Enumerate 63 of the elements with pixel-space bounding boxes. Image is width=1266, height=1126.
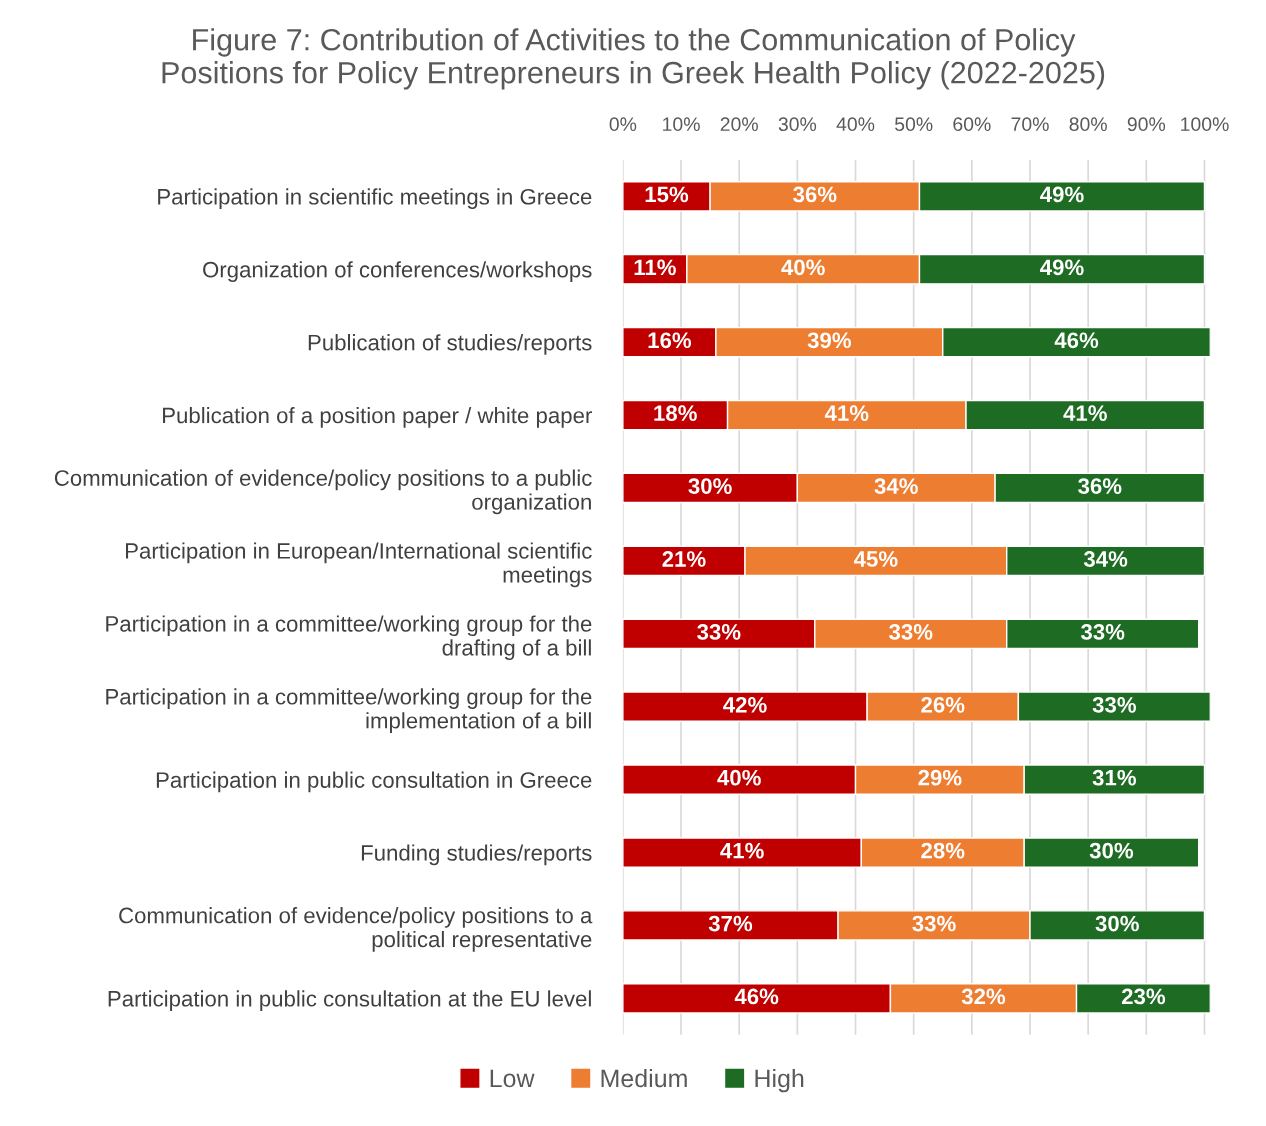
x-tick-label: 80% (1069, 117, 1107, 132)
data-label: 16% (648, 332, 692, 349)
data-label: 23% (1121, 988, 1166, 1005)
x-tick-label: 30% (778, 117, 817, 132)
data-label: 45% (853, 551, 898, 567)
x-tick-label: 50% (895, 117, 933, 132)
legend-label: Low (490, 1069, 535, 1088)
data-label: 40% (781, 259, 825, 276)
x-tick-label: 60% (953, 117, 991, 132)
data-label: 32% (961, 988, 1006, 1005)
x-tick-label: 70% (1011, 117, 1049, 132)
x-tick-label: 100% (1181, 117, 1229, 132)
y-tick-label: Participation in a committee/working group for the drafting of a bill (106, 615, 592, 661)
data-label: 34% (874, 478, 918, 494)
y-tick-label: Participation in European/International scientific meetings (125, 542, 592, 588)
data-label: 41% (824, 405, 869, 421)
data-label: 33% (889, 624, 933, 640)
x-tick-label: 10% (663, 117, 700, 132)
y-tick-label: Publication of studies/reports (308, 334, 592, 355)
y-tick-label: Organization of conferences/workshops (203, 261, 592, 282)
x-tick-label: 0% (609, 117, 637, 132)
data-label: 31% (1092, 769, 1136, 786)
data-label: 30% (1089, 842, 1134, 859)
x-tick-label: 90% (1127, 117, 1166, 132)
legend-label: High (755, 1068, 804, 1093)
data-label: 41% (720, 842, 764, 859)
data-label: 11% (634, 259, 676, 276)
data-label: 40% (717, 769, 761, 786)
data-label: 42% (723, 696, 767, 713)
data-label: 33% (697, 624, 741, 640)
y-tick-label: Funding studies/reports (361, 844, 592, 866)
x-tick-label: 40% (836, 117, 875, 132)
data-label: 49% (1040, 259, 1084, 276)
y-tick-label: Participation in a committee/working group for the implementation of a bill (106, 688, 592, 733)
data-label: 28% (921, 842, 965, 859)
legend-label: Medium (601, 1068, 687, 1088)
data-label: 34% (1083, 551, 1128, 567)
data-label: 29% (918, 769, 962, 786)
data-label: 36% (793, 186, 837, 203)
y-tick-label: Communication of evidence/policy positions to a political representative (119, 907, 593, 952)
data-label: 30% (688, 478, 732, 494)
data-label: 33% (912, 915, 956, 932)
data-label: 15% (645, 186, 689, 203)
y-tick-label: Participation in public consultation at the EU level (108, 990, 591, 1011)
chart-title: Figure 7: Contribution of Activities to the Communication of Policy Positions for Policy Entrepreneurs in Greek Health Policy (2022-2025) (162, 28, 1105, 90)
data-label: 37% (708, 915, 753, 932)
data-label: 46% (734, 988, 779, 1005)
data-label: 33% (1080, 624, 1125, 640)
y-tick-label: Participation in public consultation in Greece (156, 771, 592, 793)
data-label: 21% (662, 551, 706, 567)
data-label: 33% (1092, 696, 1136, 713)
y-tick-label: Publication of a position paper / white paper (163, 407, 592, 428)
data-label: 39% (807, 332, 851, 349)
y-tick-label: Communication of evidence/policy positions to a public organization (54, 469, 592, 515)
data-label: 18% (654, 405, 697, 422)
data-label: 49% (1040, 186, 1084, 203)
data-label: 46% (1054, 332, 1099, 349)
x-tick-label: 20% (720, 117, 758, 132)
data-label: 26% (921, 696, 965, 713)
y-tick-label: Participation in scientific meetings in Greece (158, 188, 592, 210)
data-label: 30% (1095, 915, 1139, 932)
data-label: 41% (1063, 405, 1107, 421)
data-label: 36% (1078, 478, 1122, 494)
